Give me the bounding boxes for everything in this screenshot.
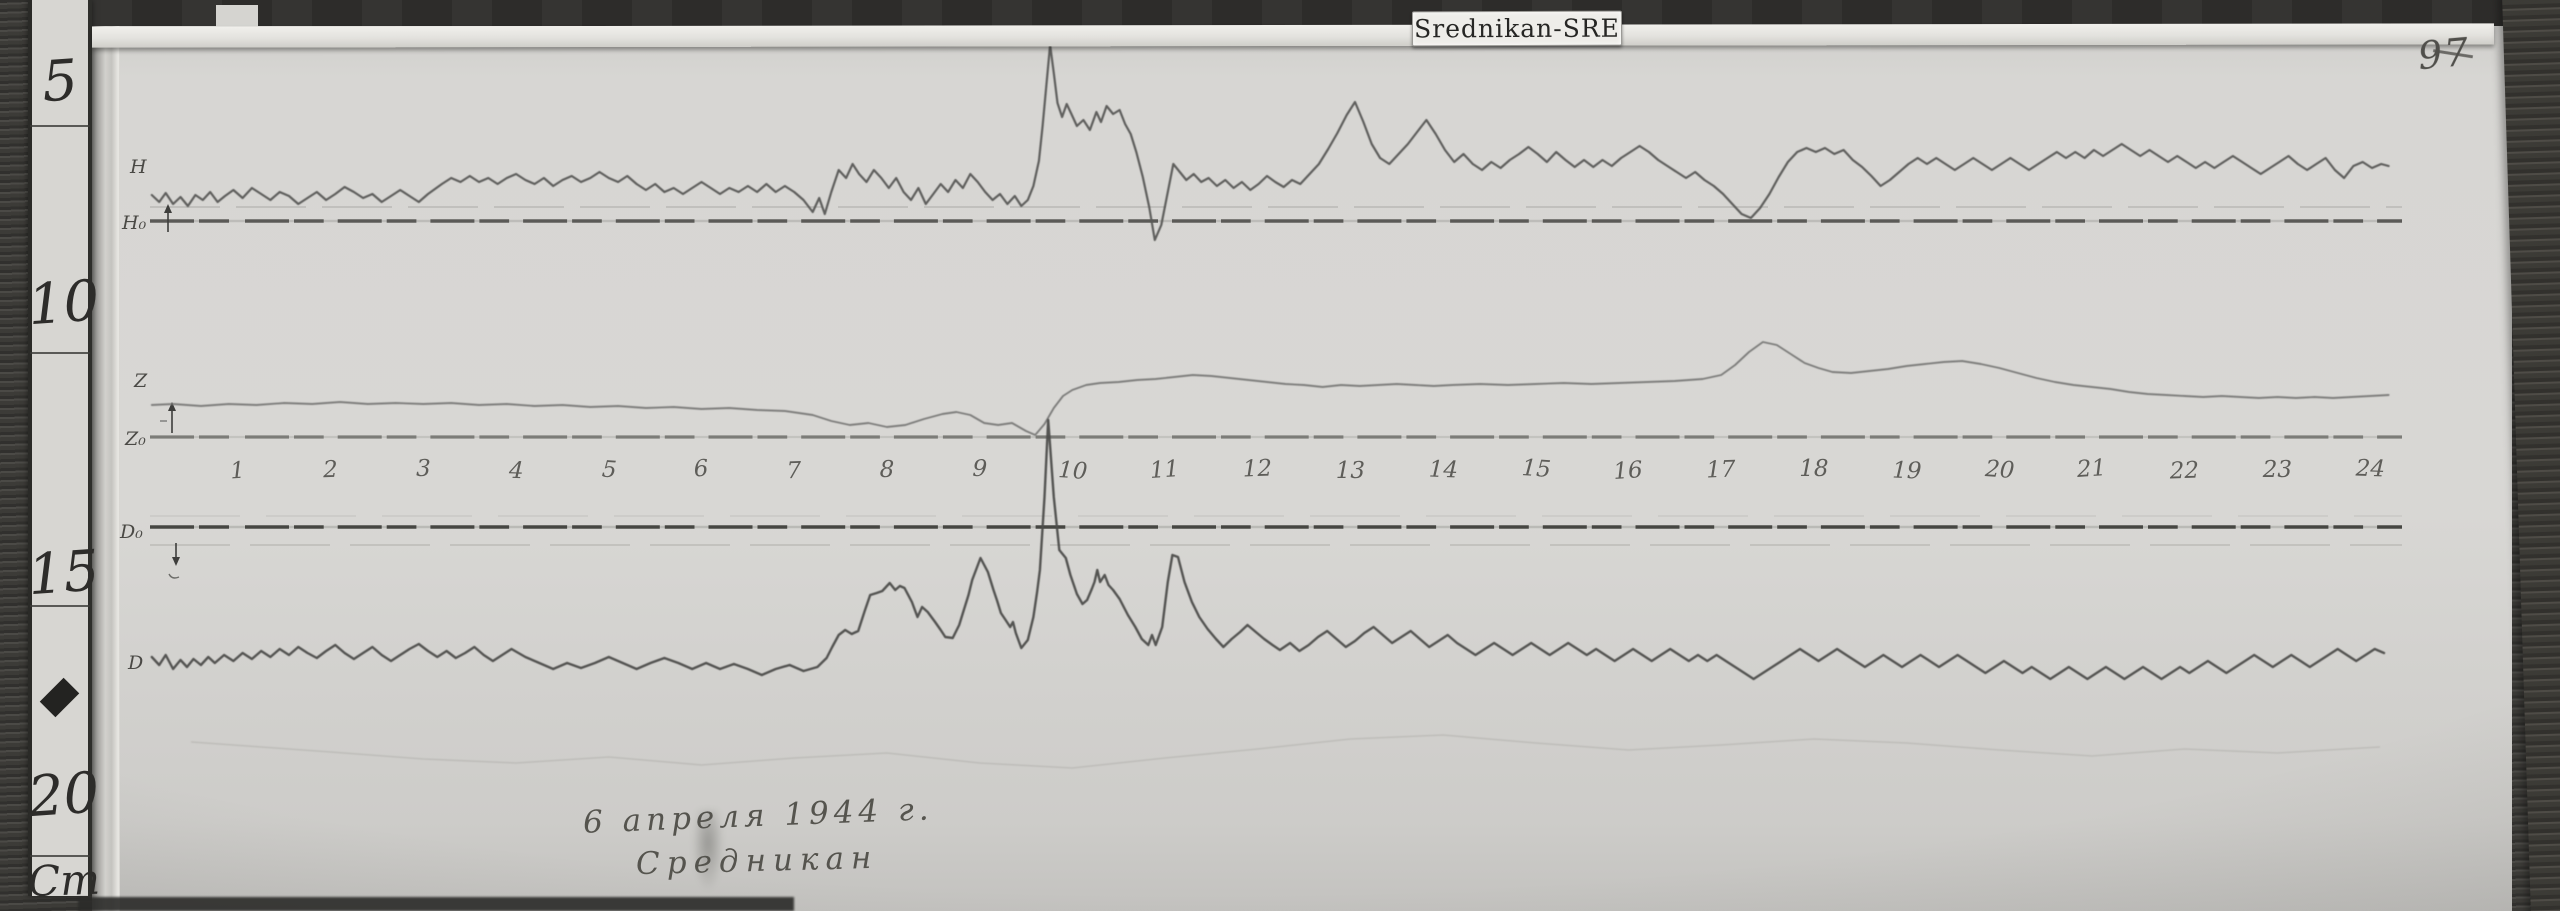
page-number: 97 xyxy=(2416,30,2473,78)
paper-tab xyxy=(216,5,258,29)
chart-paper xyxy=(120,24,2512,911)
ruler-mark-10: 10 xyxy=(25,268,102,339)
shelf-strip xyxy=(91,23,2495,48)
ruler-division xyxy=(30,125,90,127)
ruler-mark-5: 5 xyxy=(39,47,81,116)
ruler-mark-15: 15 xyxy=(25,538,102,609)
handwritten-station: Средникан xyxy=(635,839,879,883)
ruler-division xyxy=(30,352,90,354)
ruler-division xyxy=(30,605,90,607)
diamond-marker-icon xyxy=(39,677,80,718)
cm-ruler: 5 10 15 20 Cm xyxy=(25,0,102,906)
board-edge xyxy=(92,0,122,911)
paper-bottom-shadow xyxy=(78,897,794,911)
ruler-division xyxy=(30,855,90,857)
observatory-label: Srednikan-SRE xyxy=(1411,10,1623,47)
pencil-smudge xyxy=(692,810,724,892)
ruler-mark-20: 20 xyxy=(25,760,102,831)
background-top-band xyxy=(92,0,2560,26)
